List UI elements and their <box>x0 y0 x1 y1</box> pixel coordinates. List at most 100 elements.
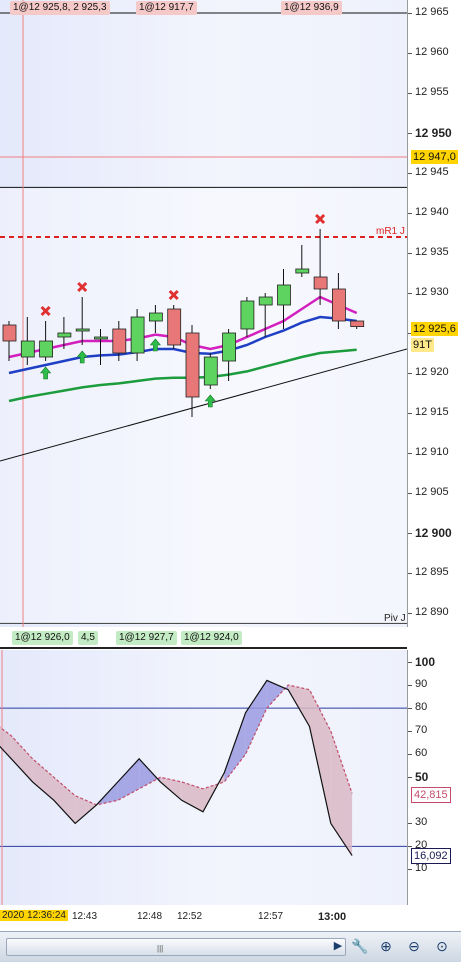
chart-toolbar: ||| ▶ 🔧 ⊕ ⊖ ⊙ <box>0 931 461 962</box>
sell-trade-tag[interactable]: 1@12 925,8, 2 925,3 <box>10 1 110 15</box>
horizontal-scrollbar[interactable]: ||| <box>6 938 346 956</box>
panel-separator: 1@12 926,0 4,5 1@12 927,7 1@12 924,0 <box>0 627 461 650</box>
price-tick-mark <box>408 293 412 294</box>
price-tick-mark <box>408 93 412 94</box>
osc-tick-label: 60 <box>415 747 428 760</box>
price-tick-mark <box>408 493 412 494</box>
oscillator-fill <box>53 777 76 824</box>
bear-candle <box>313 276 328 290</box>
bull-candle <box>130 316 145 354</box>
bull-candle <box>94 336 108 340</box>
ma-mid-line <box>8 315 357 375</box>
osc-tick-label: 80 <box>415 701 428 714</box>
bull-candle <box>148 312 163 322</box>
oscillator-fill <box>181 781 203 812</box>
price-tick-mark <box>408 53 412 54</box>
price-chart-canvas[interactable] <box>0 0 407 627</box>
osc-tick-mark <box>408 662 412 663</box>
oscillator-signal-line <box>0 684 353 806</box>
main-value-badge: 16,092 <box>411 848 451 864</box>
volume-badge: 91T <box>411 338 434 352</box>
buy-trade-tag[interactable]: 4,5 <box>78 631 98 645</box>
time-label: 12:43 <box>72 911 98 922</box>
trend-line <box>0 348 407 462</box>
oscillator-main-line <box>0 679 353 856</box>
zoom-out-icon[interactable]: ⊖ <box>408 938 420 954</box>
wrench-icon[interactable]: 🔧 <box>351 938 369 954</box>
price-tick-mark <box>408 213 412 214</box>
buy-signal-icon <box>39 366 52 380</box>
oscillator-axis[interactable]: 100 90 80 70 60 50 30 20 10 42,815 16,092 <box>407 650 461 905</box>
price-axis[interactable]: 12 965 12 960 12 955 12 950 12 945 12 940 12 9… <box>407 0 461 627</box>
last-price-badge: 12 925,6 <box>411 322 458 336</box>
time-axis[interactable]: 2020 12:36:24 12:43 12:48 12:52 12:57 13… <box>0 905 461 931</box>
price-tick-label: 12 890 <box>415 606 449 618</box>
channel-area <box>0 188 407 624</box>
osc-tick-mark <box>408 731 412 733</box>
oscillator-fill <box>309 689 331 824</box>
oscillator-fill <box>0 727 12 759</box>
zoom-in-icon[interactable]: ⊕ <box>380 938 392 954</box>
price-tick-label: 12 930 <box>415 286 449 298</box>
sell-trade-tag[interactable]: 1@12 917,7 <box>136 1 197 15</box>
osc-tick-mark <box>408 869 412 871</box>
price-tick-mark <box>408 613 412 614</box>
sell-signal-icon <box>77 281 88 293</box>
buy-trade-tag[interactable]: 1@12 927,7 <box>116 631 177 645</box>
bear-candle <box>331 288 346 322</box>
osc-tick-label: 90 <box>415 678 428 691</box>
osc-tick-label: 70 <box>415 724 428 737</box>
oscillator-fill <box>117 758 140 801</box>
price-tick-label: 12 965 <box>415 6 449 18</box>
mr1-label: mR1 J <box>376 226 405 237</box>
ma-slow-line <box>8 348 357 403</box>
bull-candle <box>20 340 35 358</box>
bull-candle <box>240 300 255 330</box>
price-tick-mark <box>408 453 412 454</box>
zoom-reset-icon[interactable]: ⊙ <box>436 938 448 954</box>
price-tick-label: 12 960 <box>415 46 449 58</box>
price-tick-label: 12 915 <box>415 406 449 418</box>
buy-signal-icon <box>204 394 216 408</box>
time-label: 12:52 <box>177 911 203 922</box>
sell-signal-icon <box>315 213 326 225</box>
price-tick-label: 12 940 <box>415 206 449 218</box>
price-tick-label: 12 955 <box>415 86 449 98</box>
osc-tick-mark <box>408 685 412 687</box>
osc-tick-mark <box>408 777 412 779</box>
sell-trade-tag[interactable]: 1@12 936,9 <box>281 1 342 15</box>
price-tick-label: 12 910 <box>415 446 449 458</box>
price-tick-mark <box>408 573 412 574</box>
price-tick-label: 12 900 <box>415 526 452 540</box>
bear-candle <box>112 328 127 354</box>
ma-fast-line <box>8 295 358 359</box>
oscillator-fill <box>245 680 267 755</box>
time-label: 12:48 <box>137 911 163 922</box>
sell-signal-icon <box>168 289 179 301</box>
oscillator-panel[interactable] <box>0 650 407 905</box>
scroll-grip-icon[interactable]: ||| <box>157 944 164 953</box>
oscillator-fill <box>266 680 289 709</box>
bull-candle <box>57 332 72 338</box>
bull-candle <box>39 340 53 358</box>
price-tick-mark <box>408 333 412 334</box>
bull-candle <box>222 332 237 362</box>
time-label: 12:57 <box>258 911 284 922</box>
price-tick-mark <box>408 133 412 134</box>
price-tick-mark <box>408 533 412 534</box>
price-tick-mark <box>408 373 412 374</box>
buy-trade-tag[interactable]: 1@12 924,0 <box>181 631 242 645</box>
osc-tick-mark <box>408 846 412 848</box>
osc-tick-label: 50 <box>415 770 429 785</box>
bull-candle <box>258 296 273 306</box>
oscillator-fill <box>32 758 54 801</box>
play-arrow-icon[interactable]: ▶ <box>333 940 343 952</box>
bull-candle <box>203 356 218 386</box>
oscillator-fill <box>160 777 182 801</box>
price-tick-mark <box>408 413 412 414</box>
buy-trade-tag[interactable]: 1@12 926,0 <box>12 631 73 645</box>
osc-tick-label: 100 <box>415 655 436 669</box>
oscillator-canvas[interactable] <box>0 650 407 905</box>
price-tick-label: 12 945 <box>415 166 449 178</box>
price-chart-panel[interactable]: mR1 J Piv J 1@12 925,8, 2 925,3 1@12 917… <box>0 0 407 627</box>
